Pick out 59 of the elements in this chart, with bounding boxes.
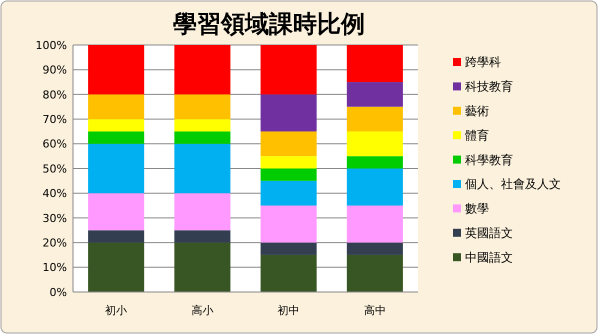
bar — [174, 144, 230, 194]
bar — [260, 206, 317, 243]
bar — [346, 206, 403, 243]
bar — [260, 180, 317, 206]
bar — [88, 94, 144, 120]
bar — [88, 144, 144, 194]
legend-label: 中國語文 — [465, 250, 513, 264]
bar — [88, 119, 144, 132]
bar — [346, 106, 403, 132]
y-tick-label: 20% — [42, 236, 67, 250]
x-tick-label: 高小 — [191, 304, 214, 317]
bar — [174, 193, 230, 230]
x-tick-label: 高中 — [364, 304, 386, 317]
bar — [346, 242, 403, 255]
y-tick-label: 30% — [42, 212, 67, 225]
bar — [88, 131, 144, 144]
bar — [260, 254, 317, 292]
legend-label: 科技教育 — [465, 80, 513, 94]
bar — [174, 242, 230, 292]
y-tick-label: 60% — [42, 138, 67, 151]
legend-label: 英國語文 — [465, 226, 513, 240]
bar — [88, 45, 144, 94]
bar — [260, 94, 317, 132]
bar — [346, 82, 403, 107]
bar — [260, 242, 317, 255]
bar — [346, 254, 403, 292]
bar — [174, 131, 230, 144]
bar — [174, 45, 230, 94]
y-tick-label: 10% — [42, 261, 67, 274]
bar — [260, 156, 317, 168]
bar — [346, 131, 403, 156]
x-tick-label: 初中 — [278, 304, 300, 317]
legend-label: 藝術 — [465, 104, 489, 118]
bar — [174, 94, 230, 120]
y-tick-label: 40% — [42, 187, 67, 200]
legend-label: 個人、社會及人文 — [465, 177, 561, 192]
bar — [88, 242, 144, 292]
y-tick-label: 70% — [42, 112, 67, 126]
bar — [260, 168, 317, 181]
chart-title: 學習領域課時比例 — [173, 9, 365, 38]
legend-label: 數學 — [465, 202, 489, 216]
bar — [346, 45, 403, 82]
bar — [260, 131, 317, 156]
bar — [260, 45, 317, 94]
y-tick-label: 50% — [42, 162, 67, 176]
bar — [174, 119, 230, 132]
x-tick-label: 初小 — [105, 304, 128, 317]
y-tick-label: 80% — [42, 88, 67, 102]
bar — [346, 168, 403, 206]
legend-label: 體育 — [465, 128, 489, 142]
y-tick-label: 100% — [36, 38, 67, 52]
y-tick-label: 90% — [42, 64, 67, 77]
y-tick-label: 0% — [50, 286, 67, 299]
bar — [88, 193, 144, 230]
bar — [346, 156, 403, 168]
bar — [88, 230, 144, 243]
legend-label: 跨學科 — [465, 55, 501, 70]
legend-label: 科學教育 — [465, 152, 513, 167]
bar — [174, 230, 230, 243]
